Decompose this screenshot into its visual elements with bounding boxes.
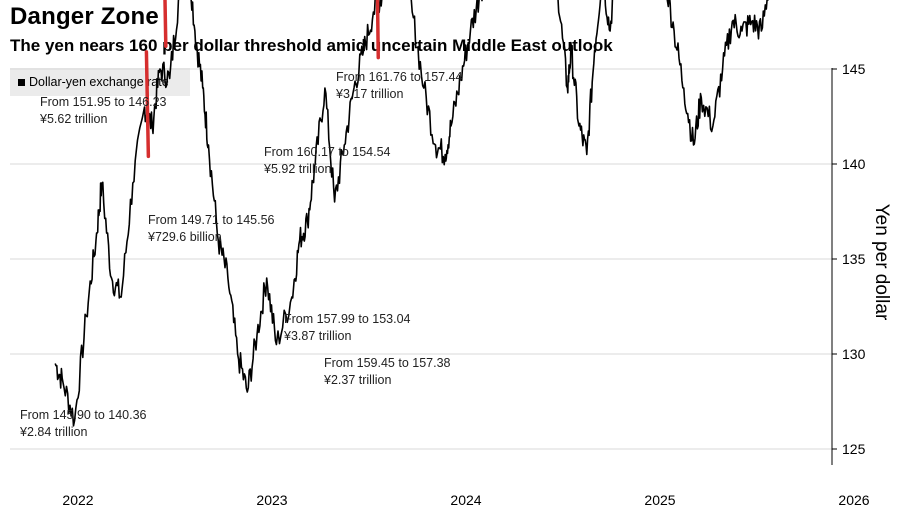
y-tick-label: 125	[842, 441, 866, 457]
y-tick-label: 130	[842, 346, 866, 362]
annotation-range: From 157.99 to 153.04	[284, 312, 411, 326]
x-tick-label: 2023	[256, 492, 287, 508]
intervention-marks	[144, 0, 380, 159]
annotation-amount: ¥729.6 billion	[147, 230, 222, 244]
chart-title: Danger Zone	[10, 3, 159, 30]
series-line-dollar-yen	[54, 0, 769, 427]
y-tick-label: 140	[842, 156, 866, 172]
annotation-range: From 159.45 to 157.38	[324, 356, 451, 370]
intervention-mark	[144, 50, 151, 159]
x-tick-label: 2024	[450, 492, 481, 508]
y-ticks: 125130135140145150155160	[832, 61, 866, 457]
x-ticks: 2022 2023 2024 2025 2026	[62, 492, 869, 508]
x-tick-label: 2026	[838, 492, 869, 508]
annotation-range: From 149.71 to 145.56	[148, 213, 275, 227]
intervention-mark	[163, 0, 168, 48]
annotation-amount: ¥2.84 trillion	[19, 425, 87, 439]
annotation-range: From 161.76 to 157.44	[336, 70, 463, 84]
x-tick-label: 2022	[62, 492, 93, 508]
annotation-amount: ¥3.17 trillion	[335, 87, 403, 101]
y-tick-label: 145	[842, 61, 866, 77]
annotation-amount: ¥3.87 trillion	[283, 329, 351, 343]
annotation-amount: ¥5.62 trillion	[39, 112, 107, 126]
annotations: From 145.90 to 140.36 ¥2.84 trillion From …	[19, 70, 463, 439]
chart-subtitle: The yen nears 160 per dollar threshold a…	[10, 36, 613, 55]
intervention-mark	[375, 0, 380, 60]
annotation-amount: ¥2.37 trillion	[323, 373, 391, 387]
x-tick-label: 2025	[644, 492, 675, 508]
legend-swatch	[18, 78, 25, 86]
annotation-range: From 145.90 to 140.36	[20, 408, 147, 422]
y-axis-label: Yen per dollar	[871, 204, 892, 321]
legend: Dollar-yen exchange rate	[10, 68, 190, 96]
annotation-range: From 151.95 to 146.23	[40, 95, 167, 109]
legend-label: Dollar-yen exchange rate	[29, 75, 169, 89]
y-tick-label: 135	[842, 251, 866, 267]
annotation-amount: ¥5.92 trillion	[263, 162, 331, 176]
annotation-range: From 160.17 to 154.54	[264, 145, 391, 159]
